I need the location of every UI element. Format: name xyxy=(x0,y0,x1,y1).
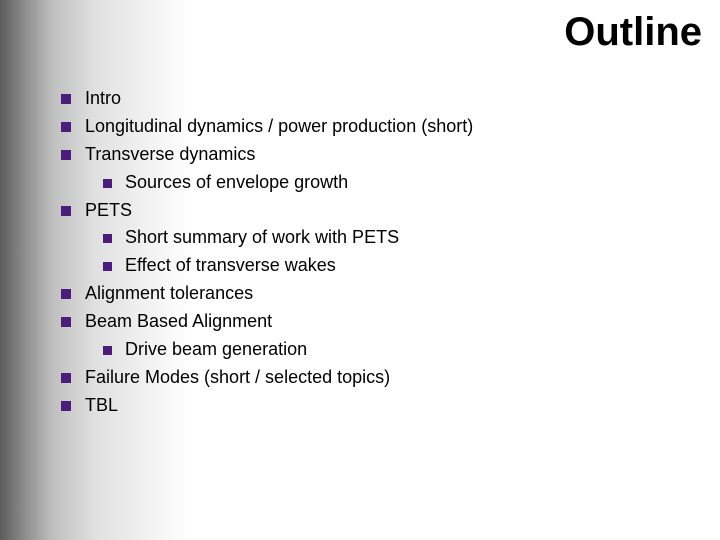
outline-list: Intro Longitudinal dynamics / power prod… xyxy=(55,85,473,420)
list-item: Alignment tolerances xyxy=(55,280,473,308)
list-item: Effect of transverse wakes xyxy=(97,252,473,280)
list-item-label: Alignment tolerances xyxy=(85,283,253,303)
list-item-label: Sources of envelope growth xyxy=(125,172,348,192)
list-item-label: PETS xyxy=(85,200,132,220)
list-item-label: Drive beam generation xyxy=(125,339,307,359)
sub-list: Short summary of work with PETS Effect o… xyxy=(97,224,473,280)
list-item-label: Short summary of work with PETS xyxy=(125,227,399,247)
list-item: Intro xyxy=(55,85,473,113)
list-item: Transverse dynamics Sources of envelope … xyxy=(55,141,473,197)
list-item: TBL xyxy=(55,392,473,420)
list-item-label: Longitudinal dynamics / power production… xyxy=(85,116,473,136)
list-item-label: Intro xyxy=(85,88,121,108)
slide-title: Outline xyxy=(564,10,702,55)
sub-list: Sources of envelope growth xyxy=(97,169,473,197)
list-item: Beam Based Alignment Drive beam generati… xyxy=(55,308,473,364)
list-item: Sources of envelope growth xyxy=(97,169,473,197)
sub-list: Drive beam generation xyxy=(97,336,473,364)
outline-content: Intro Longitudinal dynamics / power prod… xyxy=(55,85,473,420)
list-item-label: TBL xyxy=(85,395,118,415)
list-item: PETS Short summary of work with PETS Eff… xyxy=(55,197,473,281)
list-item: Failure Modes (short / selected topics) xyxy=(55,364,473,392)
list-item-label: Beam Based Alignment xyxy=(85,311,272,331)
list-item-label: Failure Modes (short / selected topics) xyxy=(85,367,390,387)
list-item-label: Transverse dynamics xyxy=(85,144,255,164)
list-item: Short summary of work with PETS xyxy=(97,224,473,252)
list-item-label: Effect of transverse wakes xyxy=(125,255,336,275)
list-item: Drive beam generation xyxy=(97,336,473,364)
list-item: Longitudinal dynamics / power production… xyxy=(55,113,473,141)
